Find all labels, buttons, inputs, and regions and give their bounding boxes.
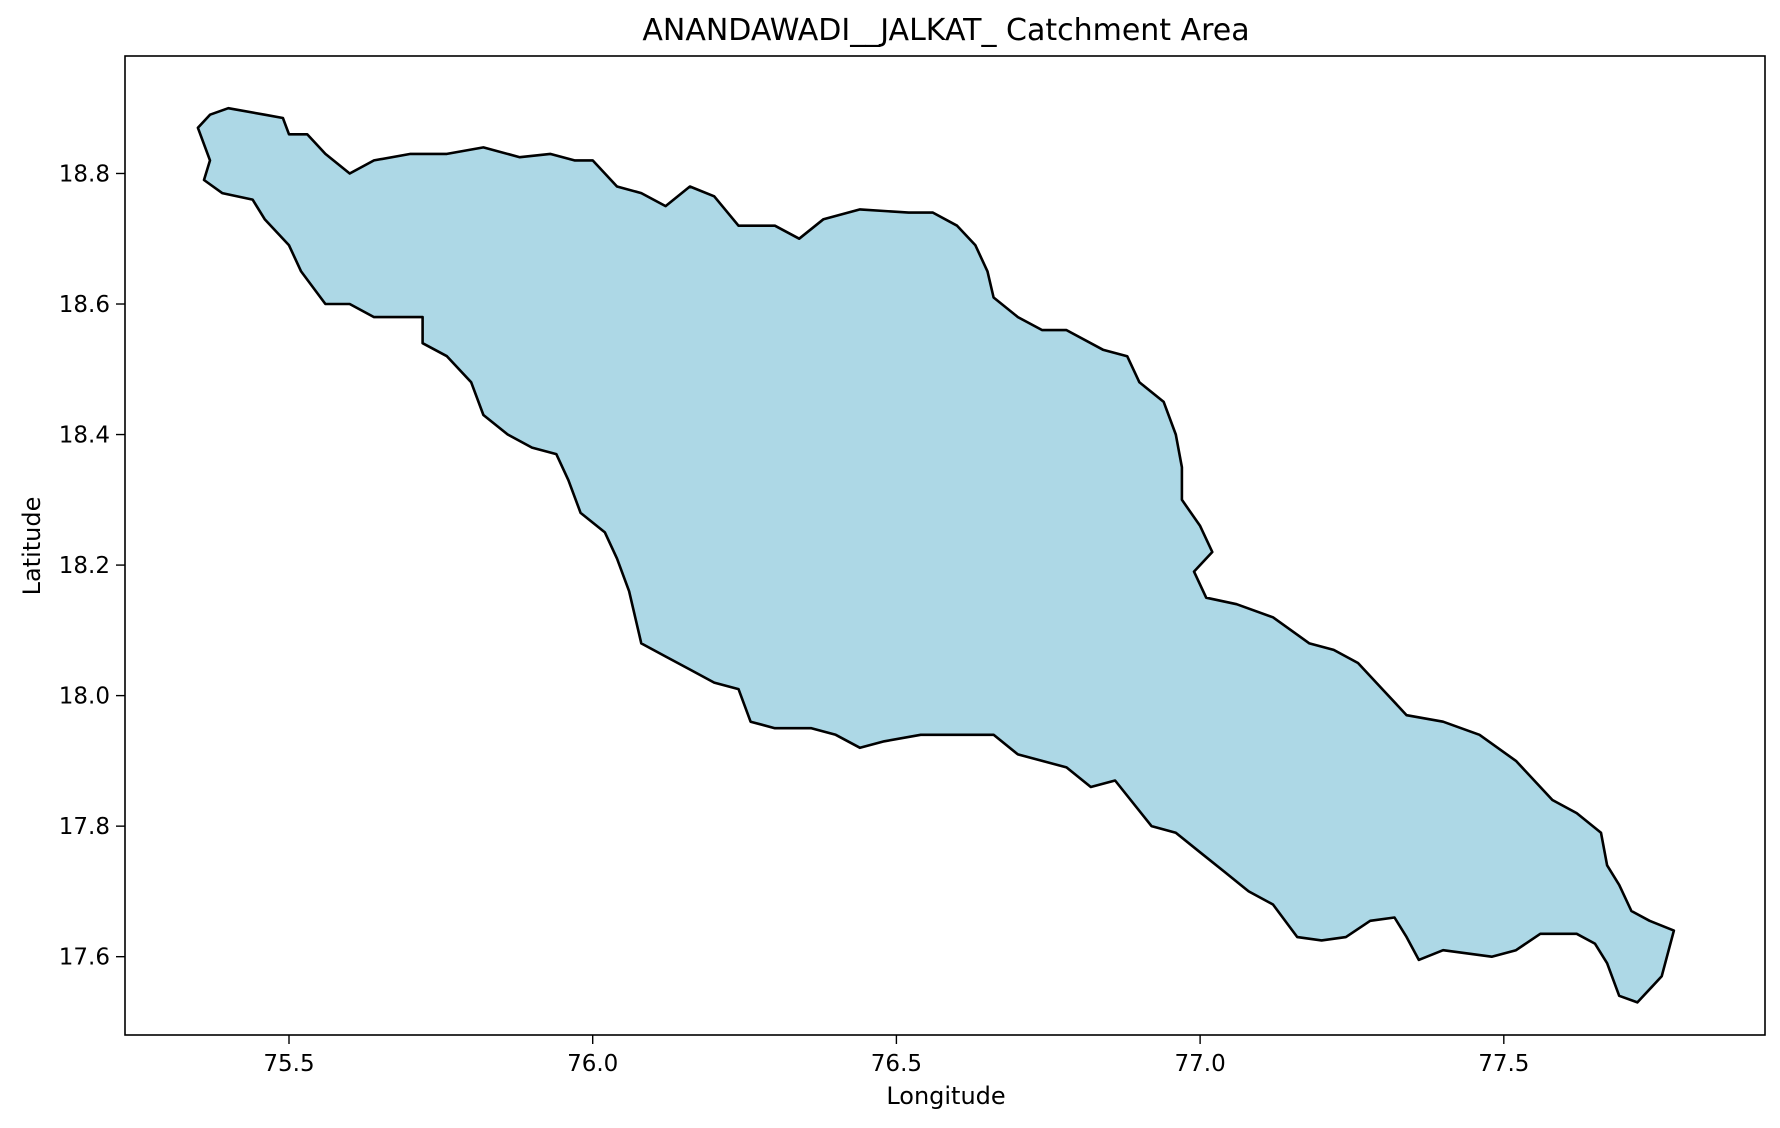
y-axis: 17.6 17.8 18.0 18.2 18.4 18.6 18.8: [59, 161, 125, 971]
plot-area: [196, 106, 1676, 1004]
y-tick-label: 18.4: [59, 423, 110, 449]
x-tick-label: 76.0: [567, 1051, 618, 1077]
x-tick-label: 75.5: [263, 1051, 314, 1077]
y-axis-label: Latitude: [18, 497, 46, 596]
y-tick-label: 18.8: [59, 161, 110, 187]
y-tick-label: 18.2: [59, 553, 110, 579]
x-tick-label: 77.0: [1175, 1051, 1226, 1077]
y-tick-label: 18.0: [59, 684, 110, 710]
y-tick-label: 17.6: [59, 945, 110, 971]
x-tick-label: 77.5: [1478, 1051, 1529, 1077]
y-tick-label: 18.6: [59, 292, 110, 318]
x-axis-label: Longitude: [886, 1082, 1005, 1110]
x-tick-label: 76.5: [871, 1051, 922, 1077]
chart-title: ANANDAWADI__JALKAT_ Catchment Area: [642, 13, 1249, 48]
x-axis: 75.5 76.0 76.5 77.0 77.5: [263, 1035, 1529, 1077]
axes-frame: [124, 55, 1766, 1036]
catchment-area-polygon: [196, 106, 1676, 1004]
y-tick-label: 17.8: [59, 814, 110, 840]
